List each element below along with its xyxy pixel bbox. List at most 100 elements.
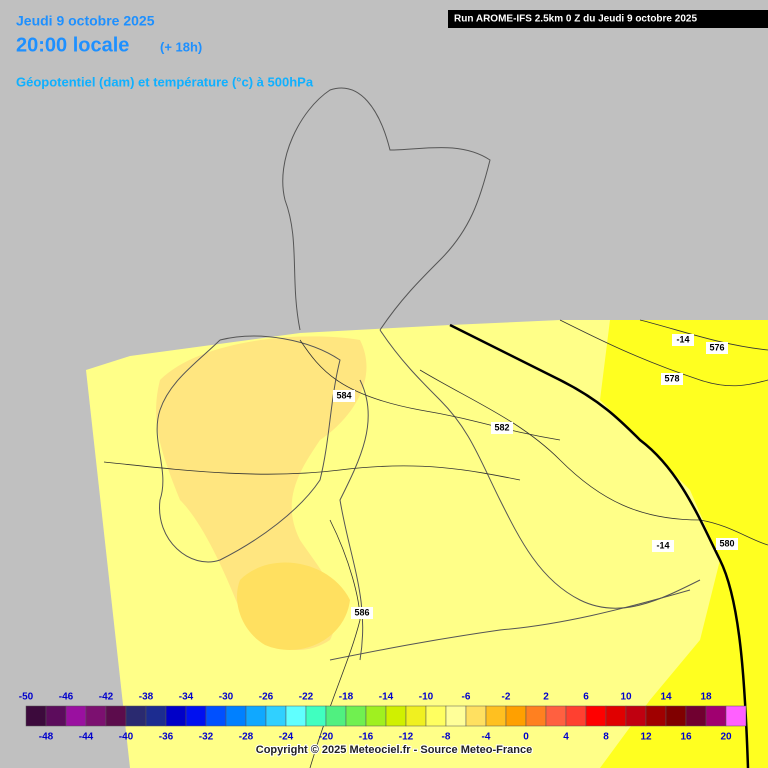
contour-label-bg (652, 540, 674, 552)
legend-swatch (685, 705, 707, 727)
legend-label: 4 (563, 732, 569, 743)
offset: (+ 18h) (160, 39, 202, 54)
legend-swatch (125, 705, 147, 727)
contour-label: 580 (719, 538, 734, 548)
legend-swatch (465, 705, 487, 727)
legend-label: 8 (603, 732, 609, 743)
legend-label: -40 (119, 732, 134, 743)
legend-label: 6 (583, 692, 589, 703)
legend-label: -18 (339, 692, 354, 703)
date: Jeudi 9 octobre 2025 (16, 13, 155, 29)
legend-swatch (705, 705, 727, 727)
legend-swatch (425, 705, 447, 727)
contour-label: 578 (664, 373, 679, 383)
legend-label: -26 (259, 692, 274, 703)
contour-label: -14 (676, 334, 689, 344)
temp-patch (237, 562, 350, 650)
legend-label: -6 (462, 692, 471, 703)
legend-label: -36 (159, 732, 174, 743)
legend-label: -4 (482, 732, 491, 743)
legend-label: -16 (359, 732, 374, 743)
legend-swatch (345, 705, 367, 727)
legend-label: -34 (179, 692, 194, 703)
legend-label: -50 (19, 692, 34, 703)
legend-label: 2 (543, 692, 549, 703)
legend-label: 20 (720, 732, 732, 743)
legend-swatch (325, 705, 347, 727)
legend-label: -12 (399, 732, 414, 743)
legend-swatch (45, 705, 67, 727)
legend-swatch (405, 705, 427, 727)
contour-label-bg (333, 390, 355, 402)
legend-swatch (85, 705, 107, 727)
legend-label: -42 (99, 692, 114, 703)
legend-swatch (725, 705, 747, 727)
contour-label-bg (661, 373, 683, 385)
legend-swatch (625, 705, 647, 727)
legend-label: -44 (79, 732, 94, 743)
contour-label: 582 (494, 422, 509, 432)
legend-swatch (565, 705, 587, 727)
legend-swatch (505, 705, 527, 727)
contour-label-bg (706, 342, 728, 354)
legend-swatch (305, 705, 327, 727)
legend-swatch (165, 705, 187, 727)
contour-label-bg (351, 607, 373, 619)
run-info: Run AROME-IFS 2.5km 0 Z du Jeudi 9 octob… (454, 14, 697, 25)
legend-swatch (185, 705, 207, 727)
legend-swatch (485, 705, 507, 727)
warm-area (600, 320, 768, 768)
run-box (448, 10, 768, 28)
coastline (156, 87, 701, 661)
contour-label-bg (491, 422, 513, 434)
legend-label: 10 (620, 692, 632, 703)
contour-label: 584 (336, 390, 351, 400)
legend-label: 14 (660, 692, 672, 703)
legend-swatch (205, 705, 227, 727)
legend-swatch (285, 705, 307, 727)
contour-label-bg (716, 538, 738, 550)
contour-label: 586 (354, 607, 369, 617)
legend-label: -14 (379, 692, 394, 703)
legend-swatch (105, 705, 127, 727)
legend-label: -28 (239, 732, 254, 743)
legend-label: -10 (419, 692, 434, 703)
legend-label: -32 (199, 732, 214, 743)
legend-label: -30 (219, 692, 234, 703)
legend-swatch (265, 705, 287, 727)
legend-swatch (385, 705, 407, 727)
time: 20:00 locale (16, 34, 129, 56)
legend-swatch (145, 705, 167, 727)
legend-swatch (585, 705, 607, 727)
legend-label: -22 (299, 692, 314, 703)
legend-label: -20 (319, 732, 334, 743)
legend-label: -48 (39, 732, 54, 743)
contour-label-bg (672, 334, 694, 346)
legend-label: -38 (139, 692, 154, 703)
legend-label: -8 (442, 732, 451, 743)
legend-label: -24 (279, 732, 294, 743)
legend-swatch (445, 705, 467, 727)
legend-label: -46 (59, 692, 74, 703)
contour-label: 576 (709, 342, 724, 352)
legend-swatch (365, 705, 387, 727)
legend-label: -2 (502, 692, 511, 703)
legend-label: 16 (680, 732, 692, 743)
contour-label: -14 (656, 540, 669, 550)
map-title: Géopotentiel (dam) et température (°c) à… (16, 74, 314, 89)
front-line (449, 323, 750, 768)
legend-swatch (645, 705, 667, 727)
legend-swatch (25, 705, 47, 727)
legend-swatch (65, 705, 87, 727)
legend-swatch (245, 705, 267, 727)
contour (103, 319, 768, 768)
legend-swatch (665, 705, 687, 727)
legend-label: 12 (640, 732, 652, 743)
legend-swatch (605, 705, 627, 727)
legend-swatch (225, 705, 247, 727)
legend-swatch (525, 705, 547, 727)
legend-label: 0 (523, 732, 529, 743)
legend-label: 18 (700, 692, 712, 703)
